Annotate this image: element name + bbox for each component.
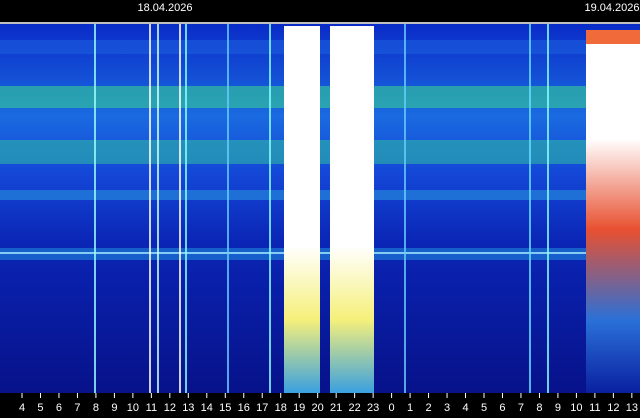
vertical-streaks — [94, 24, 549, 393]
x-tick-label: 18 — [275, 402, 287, 414]
x-tick-label: 11 — [146, 402, 157, 414]
x-tick-label: 12 — [164, 402, 176, 414]
x-tick-label: 22 — [349, 402, 361, 414]
x-tick-label: 4 — [462, 402, 468, 414]
x-tick-label: 20 — [312, 402, 324, 414]
x-tick-label: 7 — [518, 402, 524, 414]
date-label: 19.04.2026 — [584, 2, 639, 14]
x-tick-label: 19 — [293, 402, 305, 414]
x-tick-label: 12 — [607, 402, 619, 414]
noise-burst — [586, 30, 640, 44]
x-tick-label: 5 — [37, 402, 43, 414]
date-label: 18.04.2026 — [137, 2, 192, 14]
x-tick-label: 1 — [407, 402, 413, 414]
noise-burst — [586, 30, 640, 393]
x-tick-label: 10 — [127, 402, 139, 414]
x-tick-label: 14 — [201, 402, 213, 414]
x-tick-label: 3 — [444, 402, 450, 414]
x-tick-label: 17 — [256, 402, 268, 414]
x-tick-label: 8 — [536, 402, 542, 414]
x-tick-label: 6 — [56, 402, 62, 414]
x-tick-label: 16 — [238, 402, 250, 414]
x-tick-label: 11 — [589, 402, 600, 414]
x-tick-label: 5 — [481, 402, 487, 414]
axis-band — [0, 393, 640, 418]
x-tick-label: 10 — [570, 402, 582, 414]
x-tick-label: 0 — [389, 402, 395, 414]
header-band — [0, 0, 640, 24]
x-tick-label: 6 — [499, 402, 505, 414]
x-tick-label: 13 — [182, 402, 194, 414]
x-tick-label: 23 — [367, 402, 379, 414]
x-tick-label: 21 — [330, 402, 342, 414]
x-tick-label: 9 — [555, 402, 561, 414]
x-tick-label: 15 — [219, 402, 231, 414]
x-tick-label: 4 — [19, 402, 25, 414]
x-tick-label: 8 — [93, 402, 99, 414]
noise-burst — [330, 26, 374, 393]
x-tick-label: 2 — [425, 402, 431, 414]
noise-burst — [284, 26, 320, 393]
x-tick-label: 9 — [111, 402, 117, 414]
x-tick-label: 13 — [626, 402, 638, 414]
x-tick-label: 7 — [74, 402, 80, 414]
